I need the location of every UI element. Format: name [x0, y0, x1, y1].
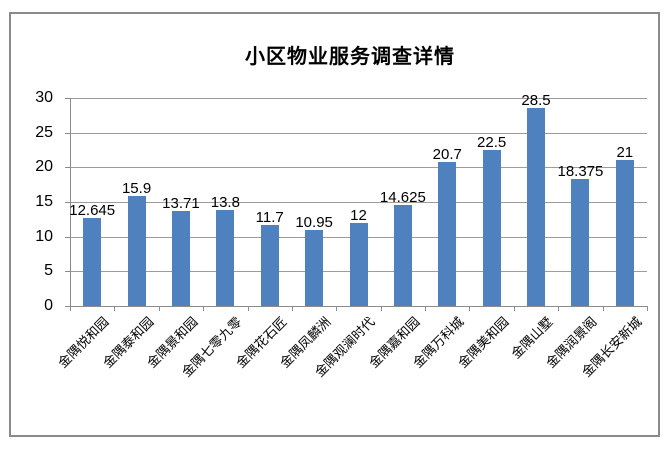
bar-value-label: 22.5	[477, 134, 507, 151]
bar	[216, 210, 235, 306]
gridline	[70, 132, 647, 134]
bar-value-label: 28.5	[521, 92, 551, 110]
gridline	[70, 167, 647, 169]
x-axis-tick	[336, 306, 338, 311]
bar	[171, 210, 190, 306]
x-axis-tick	[158, 306, 160, 311]
bar	[482, 150, 501, 306]
y-axis-label: 10	[35, 227, 53, 245]
y-axis-tick	[65, 306, 70, 307]
x-axis-tick	[203, 306, 205, 311]
bar	[438, 162, 457, 306]
bar-value-label: 20.7	[432, 146, 462, 164]
y-axis-tick	[65, 271, 70, 273]
x-axis-tick	[380, 306, 382, 311]
y-axis-label: 0	[44, 297, 53, 314]
bar	[127, 195, 146, 306]
y-axis-tick	[65, 202, 70, 203]
gridline	[70, 98, 647, 99]
bar-value-label: 18.375	[557, 162, 604, 180]
bar	[260, 224, 279, 306]
gridline	[70, 202, 647, 203]
bar-value-label: 12	[350, 206, 367, 224]
bar	[83, 218, 102, 306]
y-axis-label: 30	[35, 89, 53, 106]
y-axis-tick	[65, 236, 70, 238]
bar-value-label: 21	[616, 144, 634, 162]
bar	[527, 108, 546, 306]
x-axis-tick	[558, 306, 560, 311]
x-axis-tick	[513, 306, 515, 311]
bar-value-label: 12.645	[69, 202, 116, 220]
bar	[393, 204, 412, 306]
y-axis-tick	[65, 132, 70, 134]
x-axis-tick	[647, 306, 648, 311]
bar	[305, 230, 324, 306]
x-axis-tick	[114, 306, 116, 311]
bar-value-label: 13.71	[162, 194, 200, 212]
x-axis-tick	[602, 306, 604, 311]
y-axis-label: 5	[44, 262, 53, 280]
y-axis-label: 15	[35, 193, 53, 210]
x-axis-tick	[425, 306, 427, 311]
bar-value-label: 13.8	[210, 194, 240, 212]
y-axis-label: 25	[35, 123, 53, 141]
bar	[349, 222, 368, 306]
bar-value-label: 11.7	[255, 208, 284, 226]
bar-value-label: 10.95	[295, 214, 333, 232]
y-axis-label: 20	[35, 158, 53, 176]
bar-value-label: 14.625	[379, 188, 426, 206]
y-axis-tick	[65, 98, 70, 99]
x-axis-line	[70, 306, 648, 307]
bar-value-label: 15.9	[121, 179, 152, 197]
x-axis-tick	[291, 306, 293, 311]
bar	[615, 160, 634, 306]
y-axis-tick	[65, 167, 70, 169]
x-axis-tick	[247, 306, 249, 311]
chart-frame: 小区物业服务调查详情 0 5 10 15 20 25 30 12.645 金隅悦和园 15.9 金隅…	[9, 12, 660, 437]
bar	[571, 178, 590, 306]
x-axis-tick	[70, 306, 71, 311]
x-axis-tick	[469, 306, 471, 311]
chart-title: 小区物业服务调查详情	[245, 46, 455, 68]
y-axis-line	[70, 98, 71, 310]
